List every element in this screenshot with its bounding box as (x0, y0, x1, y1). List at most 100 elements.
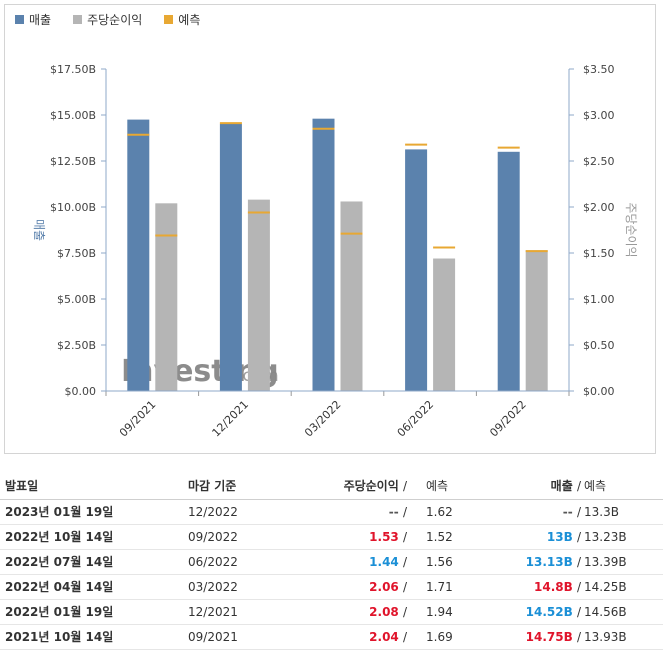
row-eps: 1.44 / (369, 550, 407, 574)
y-right-tick-label: $3.00 (583, 109, 615, 122)
row-eps: 2.06 / (369, 575, 407, 599)
row-eps: -- / (389, 500, 407, 524)
row-date: 2021년 10월 14일 (5, 630, 114, 644)
y-right-tick-label: $0.00 (583, 385, 615, 398)
header-revenue-forecast[interactable]: 예측 (584, 479, 607, 493)
row-revenue-slash: / (576, 605, 581, 619)
row-eps-forecast: 1.69 (426, 630, 453, 644)
legend-forecast-label: 예측 (178, 13, 201, 27)
row-revenue: -- / (563, 500, 581, 524)
y-left-tick-label: $0.00 (65, 385, 97, 398)
row-revenue: 13.13B / (526, 550, 581, 574)
row-period: 09/2022 (188, 530, 238, 544)
row-eps-slash: / (402, 505, 407, 519)
y-left-tick-label: $15.00B (50, 109, 96, 122)
row-revenue-slash: / (576, 630, 581, 644)
revenue-bar (405, 149, 428, 391)
row-date: 2022년 07월 14일 (5, 555, 114, 569)
table-header: 발표일 마감 기준 주당순이익 / 예측 매출 / 예측 (0, 474, 663, 500)
row-revenue-slash: / (576, 505, 581, 519)
row-revenue: 14.8B / (534, 575, 581, 599)
earnings-chart: Investing.com 09/202112/202103/202206/20… (32, 63, 638, 440)
y-right-tick-label: $1.00 (583, 293, 615, 306)
row-eps-value: 1.44 (369, 555, 399, 569)
revenue-bar (127, 119, 150, 391)
eps-swatch (73, 15, 83, 24)
header-eps[interactable]: 주당순이익 / (344, 474, 407, 498)
y-right-tick-label: $2.50 (583, 155, 615, 168)
y-left-axis-title: 매출 (32, 219, 46, 241)
row-revenue-value: 14.52B (525, 605, 573, 619)
bars-layer (127, 118, 548, 392)
row-date: 2023년 01월 19일 (5, 505, 114, 519)
header-revenue-slash: / (576, 479, 581, 493)
row-revenue: 14.52B / (526, 600, 581, 624)
header-date[interactable]: 발표일 (5, 479, 39, 493)
row-date: 2022년 01월 19일 (5, 605, 114, 619)
x-tick-label: 09/2022 (487, 398, 529, 440)
row-revenue-forecast: 13.3B (584, 505, 619, 519)
earnings-table: 발표일 마감 기준 주당순이익 / 예측 매출 / 예측 2023년 01월 1… (0, 474, 663, 650)
header-revenue-label: 매출 (550, 479, 573, 493)
row-revenue: 13B / (547, 525, 581, 549)
row-revenue-value: 14.8B (534, 580, 573, 594)
chart-panel: 매출 주당순이익 예측 Investing.com 09/202112/2021… (4, 4, 656, 454)
row-period: 09/2021 (188, 630, 238, 644)
y-left-tick-label: $12.50B (50, 155, 96, 168)
table-body: 2023년 01월 19일 12/2022 -- /1.62 -- /13.3B 202… (0, 500, 663, 650)
header-eps-slash: / (402, 479, 407, 493)
eps-bar (433, 258, 456, 391)
row-revenue: 14.75B / (526, 625, 581, 649)
legend-item-revenue[interactable]: 매출 (15, 11, 51, 28)
y-left-tick-label: $10.00B (50, 201, 96, 214)
x-tick-label: 03/2022 (302, 398, 344, 440)
row-eps: 2.08 / (369, 600, 407, 624)
row-eps-forecast: 1.94 (426, 605, 453, 619)
row-revenue-forecast: 14.25B (584, 580, 627, 594)
row-eps-forecast: 1.52 (426, 530, 453, 544)
row-revenue-slash: / (576, 580, 581, 594)
forecast-swatch (164, 15, 174, 24)
y-right-tick-label: $2.00 (583, 201, 615, 214)
revenue-bar (219, 123, 242, 391)
row-period: 06/2022 (188, 555, 238, 569)
table-row: 2022년 01월 19일 12/2021 2.08 /1.94 14.52B /14… (0, 600, 663, 625)
chart-legend: 매출 주당순이익 예측 (15, 11, 200, 28)
x-tick-label: 09/2021 (117, 398, 159, 440)
y-left-tick-label: $2.50B (57, 339, 96, 352)
revenue-bar (497, 151, 520, 391)
row-eps-forecast: 1.71 (426, 580, 453, 594)
header-revenue[interactable]: 매출 / (551, 474, 581, 498)
row-date: 2022년 10월 14일 (5, 530, 114, 544)
revenue-swatch (15, 15, 24, 24)
row-revenue-slash: / (576, 555, 581, 569)
row-revenue-value: 13.13B (525, 555, 573, 569)
row-period: 12/2021 (188, 605, 238, 619)
row-period: 03/2022 (188, 580, 238, 594)
y-left-tick-label: $5.00B (57, 293, 96, 306)
legend-item-eps[interactable]: 주당순이익 (73, 11, 142, 28)
row-eps-slash: / (402, 580, 407, 594)
y-right-tick-label: $1.50 (583, 247, 615, 260)
y-right-tick-label: $0.50 (583, 339, 615, 352)
legend-item-forecast[interactable]: 예측 (164, 11, 200, 28)
row-eps-slash: / (402, 605, 407, 619)
row-eps-value: -- (388, 505, 399, 519)
eps-bar (340, 201, 363, 391)
row-eps-slash: / (402, 555, 407, 569)
table-row: 2023년 01월 19일 12/2022 -- /1.62 -- /13.3B (0, 500, 663, 525)
row-eps-forecast: 1.56 (426, 555, 453, 569)
header-eps-forecast[interactable]: 예측 (426, 479, 449, 493)
header-eps-label: 주당순이익 (343, 479, 399, 493)
eps-bar (155, 203, 178, 391)
y-left-tick-label: $17.50B (50, 63, 96, 76)
revenue-bar (312, 118, 335, 392)
row-eps-value: 2.08 (369, 605, 399, 619)
row-revenue-slash: / (576, 530, 581, 544)
header-period[interactable]: 마감 기준 (188, 479, 237, 493)
row-eps: 1.53 / (369, 525, 407, 549)
row-revenue-value: -- (562, 505, 573, 519)
row-date: 2022년 04월 14일 (5, 580, 114, 594)
row-period: 12/2022 (188, 505, 238, 519)
row-eps-value: 1.53 (369, 530, 399, 544)
